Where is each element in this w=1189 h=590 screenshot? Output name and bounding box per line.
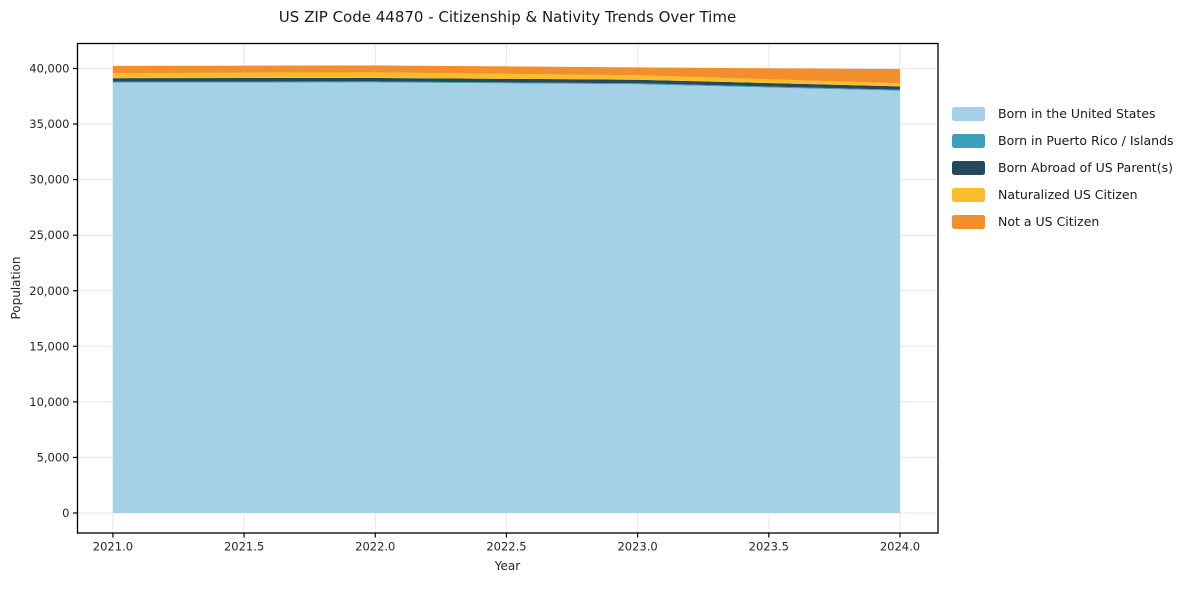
legend-item-puerto-rico: Born in Puerto Rico / Islands: [952, 127, 1174, 154]
area-series-2: [112, 77, 900, 90]
legend-label-born-abroad: Born Abroad of US Parent(s): [998, 160, 1173, 175]
y-tick-label: 25,000: [29, 228, 69, 242]
y-tick-label: 5,000: [37, 450, 70, 464]
area-series-1: [112, 81, 900, 91]
y-tick-label: 10,000: [29, 395, 69, 409]
legend-item-born-abroad: Born Abroad of US Parent(s): [952, 154, 1174, 181]
area-series-0: [112, 82, 900, 514]
y-tick-label: 15,000: [29, 339, 69, 353]
legend-swatch-puerto-rico: [952, 133, 985, 148]
x-tick-label: 2022.0: [355, 540, 395, 554]
x-tick-label: 2023.0: [617, 540, 657, 554]
x-tick-label: 2022.5: [486, 540, 526, 554]
legend-swatch-not-citizen: [952, 214, 985, 229]
y-tick-label: 35,000: [29, 117, 69, 131]
y-tick-label: 0: [62, 506, 69, 520]
x-axis-label: Year: [494, 559, 521, 573]
x-tick-label: 2023.5: [749, 540, 789, 554]
area-series-3: [112, 72, 900, 87]
x-tick-label: 2024.0: [880, 540, 920, 554]
x-tick-label: 2021.5: [224, 540, 264, 554]
x-tick-label: 2021.0: [93, 540, 133, 554]
area-series-4: [112, 65, 900, 84]
plot-border: [76, 42, 939, 534]
legend-swatch-born-us: [952, 106, 985, 121]
legend-swatch-born-abroad: [952, 160, 985, 175]
legend-label-puerto-rico: Born in Puerto Rico / Islands: [998, 133, 1174, 148]
y-axis-label: Population: [9, 256, 23, 320]
legend-swatch-naturalized: [952, 187, 985, 202]
y-tick-label: 30,000: [29, 173, 69, 187]
legend-label-not-citizen: Not a US Citizen: [998, 214, 1100, 229]
legend-label-born-us: Born in the United States: [998, 106, 1156, 121]
legend-item-born-us: Born in the United States: [952, 100, 1174, 127]
legend-item-naturalized: Naturalized US Citizen: [952, 181, 1174, 208]
y-tick-label: 20,000: [29, 284, 69, 298]
y-tick-label: 40,000: [29, 62, 69, 76]
chart-title: US ZIP Code 44870 - Citizenship & Nativi…: [278, 8, 737, 26]
legend-item-not-citizen: Not a US Citizen: [952, 208, 1174, 235]
legend-label-naturalized: Naturalized US Citizen: [998, 187, 1138, 202]
legend: Born in the United States Born in Puerto…: [952, 100, 1174, 235]
